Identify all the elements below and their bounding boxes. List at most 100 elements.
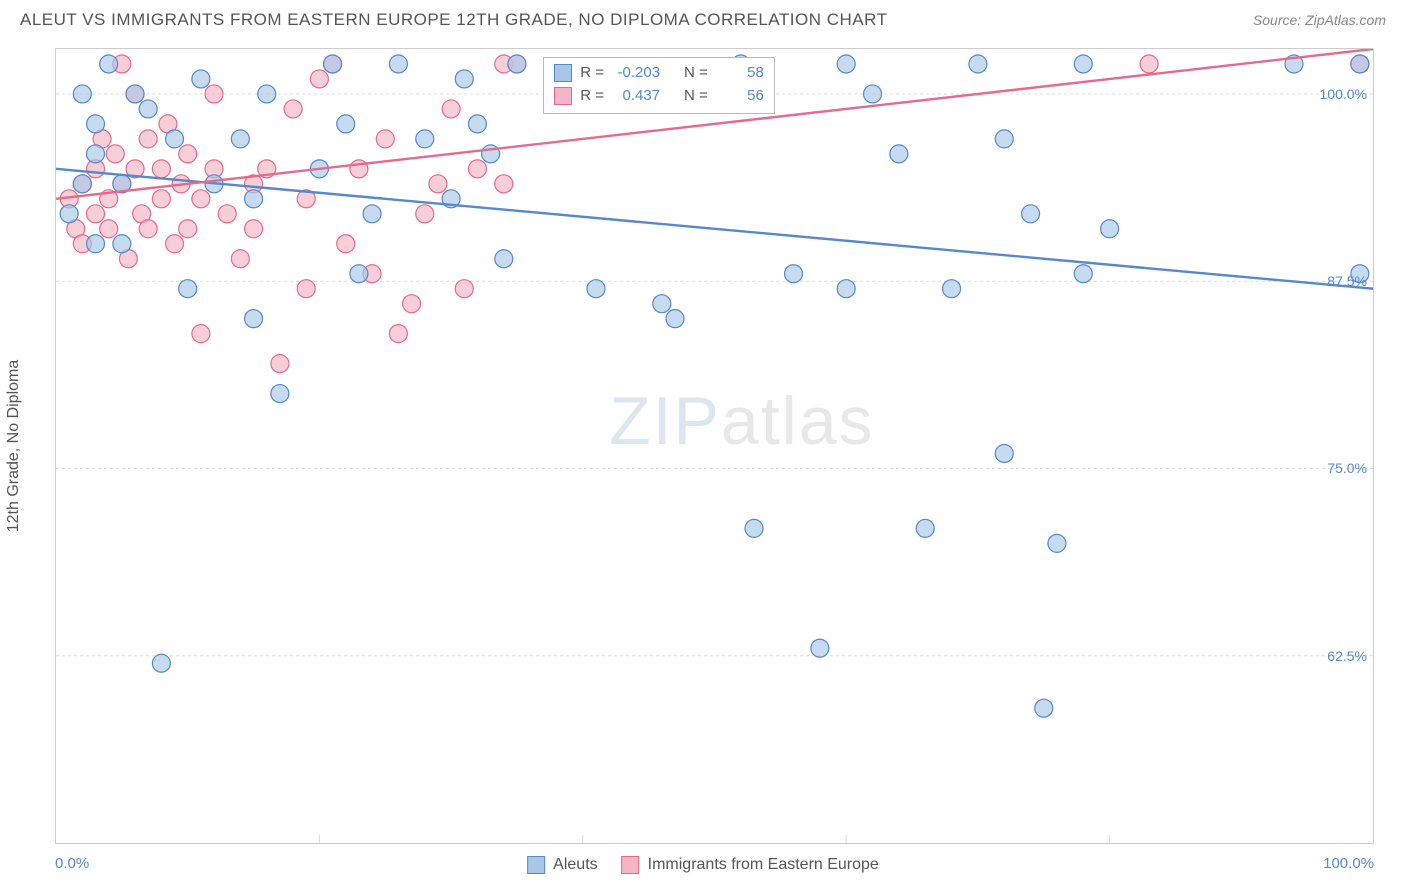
scatter-point xyxy=(468,160,486,178)
scatter-point xyxy=(389,55,407,73)
scatter-point xyxy=(73,85,91,103)
swatch-immigrants xyxy=(622,856,640,874)
scatter-point xyxy=(363,205,381,223)
scatter-point xyxy=(837,280,855,298)
bottom-legend: Aleuts Immigrants from Eastern Europe xyxy=(527,856,879,874)
scatter-point xyxy=(139,100,157,118)
scatter-point xyxy=(785,265,803,283)
scatter-point xyxy=(1101,220,1119,238)
y-tick-label: 75.0% xyxy=(1327,460,1367,476)
x-axis-min-label: 0.0% xyxy=(55,855,89,872)
scatter-point xyxy=(416,205,434,223)
title-bar: ALEUT VS IMMIGRANTS FROM EASTERN EUROPE … xyxy=(20,10,1386,30)
scatter-point xyxy=(455,280,473,298)
plot-area: ZIPatlas R = -0.203 N = 58 R = 0.437 N =… xyxy=(55,48,1374,844)
chart-title: ALEUT VS IMMIGRANTS FROM EASTERN EUROPE … xyxy=(20,10,887,30)
r-value-immigrants: 0.437 xyxy=(612,85,660,108)
scatter-point xyxy=(943,280,961,298)
scatter-point xyxy=(297,280,315,298)
swatch-immigrants xyxy=(554,87,572,105)
scatter-point xyxy=(245,190,263,208)
scatter-point xyxy=(87,115,105,133)
n-value-aleuts: 58 xyxy=(716,62,764,85)
scatter-point xyxy=(152,160,170,178)
scatter-point xyxy=(864,85,882,103)
scatter-point xyxy=(1048,534,1066,552)
scatter-point xyxy=(245,310,263,328)
y-tick-label: 87.5% xyxy=(1327,273,1367,289)
scatter-point xyxy=(653,295,671,313)
scatter-point xyxy=(192,325,210,343)
scatter-point xyxy=(811,639,829,657)
source-label: Source: ZipAtlas.com xyxy=(1253,12,1386,28)
scatter-point xyxy=(113,235,131,253)
n-label: N = xyxy=(684,85,708,108)
y-tick-label: 62.5% xyxy=(1327,648,1367,664)
scatter-point xyxy=(337,115,355,133)
scatter-point xyxy=(166,235,184,253)
scatter-point xyxy=(416,130,434,148)
scatter-point xyxy=(376,130,394,148)
scatter-point xyxy=(587,280,605,298)
scatter-point xyxy=(139,130,157,148)
stats-row-aleuts: R = -0.203 N = 58 xyxy=(554,62,764,85)
scatter-point xyxy=(152,190,170,208)
scatter-point xyxy=(87,145,105,163)
scatter-point xyxy=(218,205,236,223)
scatter-point xyxy=(100,55,118,73)
scatter-point xyxy=(87,205,105,223)
scatter-point xyxy=(1074,265,1092,283)
scatter-point xyxy=(139,220,157,238)
scatter-point xyxy=(73,175,91,193)
legend-label-aleuts: Aleuts xyxy=(553,856,597,874)
stats-row-immigrants: R = 0.437 N = 56 xyxy=(554,85,764,108)
scatter-point xyxy=(837,55,855,73)
y-tick-label: 100.0% xyxy=(1320,86,1367,102)
scatter-point xyxy=(231,250,249,268)
scatter-point xyxy=(890,145,908,163)
scatter-point xyxy=(106,145,124,163)
scatter-point xyxy=(455,70,473,88)
r-value-aleuts: -0.203 xyxy=(612,62,660,85)
scatter-point xyxy=(205,85,223,103)
scatter-point xyxy=(192,70,210,88)
y-axis-label: 12th Grade, No Diploma xyxy=(5,360,23,533)
scatter-point xyxy=(258,85,276,103)
scatter-point xyxy=(179,145,197,163)
n-label: N = xyxy=(684,62,708,85)
stats-legend-box: R = -0.203 N = 58 R = 0.437 N = 56 xyxy=(543,57,775,114)
scatter-point xyxy=(995,130,1013,148)
scatter-point xyxy=(442,100,460,118)
scatter-point xyxy=(350,265,368,283)
scatter-point xyxy=(126,85,144,103)
scatter-point xyxy=(179,220,197,238)
scatter-point xyxy=(916,519,934,537)
x-axis-max-label: 100.0% xyxy=(1323,855,1374,872)
scatter-point xyxy=(508,55,526,73)
scatter-point xyxy=(666,310,684,328)
scatter-point xyxy=(1140,55,1158,73)
scatter-point xyxy=(324,55,342,73)
scatter-point xyxy=(1022,205,1040,223)
legend-item-aleuts: Aleuts xyxy=(527,856,597,874)
scatter-point xyxy=(495,175,513,193)
r-label: R = xyxy=(580,85,604,108)
scatter-point xyxy=(468,115,486,133)
scatter-point xyxy=(271,385,289,403)
scatter-point xyxy=(1351,55,1369,73)
scatter-point xyxy=(87,235,105,253)
scatter-point xyxy=(231,130,249,148)
scatter-point xyxy=(969,55,987,73)
scatter-point xyxy=(389,325,407,343)
swatch-aleuts xyxy=(527,856,545,874)
legend-item-immigrants: Immigrants from Eastern Europe xyxy=(622,856,879,874)
scatter-point xyxy=(284,100,302,118)
scatter-point xyxy=(166,130,184,148)
scatter-point xyxy=(271,355,289,373)
chart-svg xyxy=(56,49,1373,843)
scatter-point xyxy=(745,519,763,537)
scatter-point xyxy=(152,654,170,672)
scatter-point xyxy=(100,220,118,238)
scatter-point xyxy=(995,444,1013,462)
scatter-point xyxy=(60,205,78,223)
